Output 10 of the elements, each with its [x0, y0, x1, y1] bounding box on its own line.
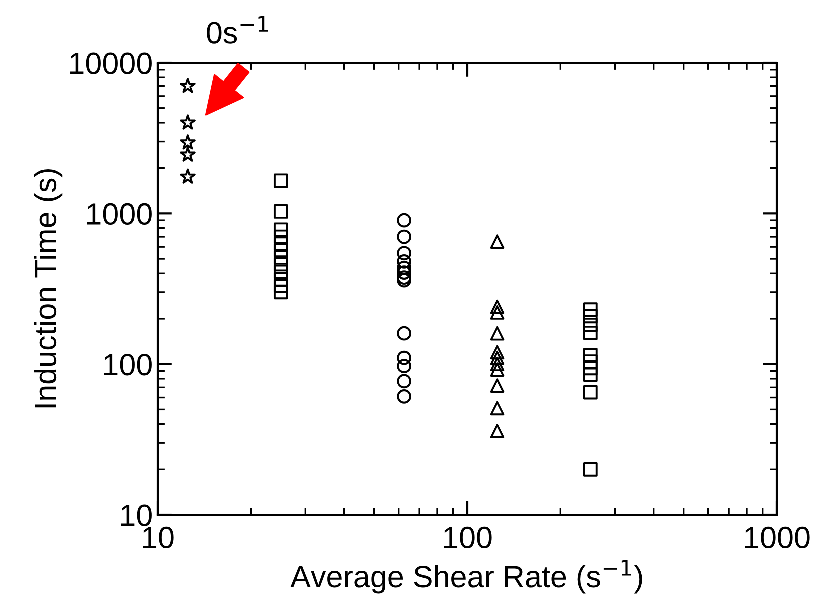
- y-tick-label: 10: [121, 504, 152, 526]
- y-axis-title: Induction Time (s): [34, 169, 63, 408]
- x-tick-label: 1000: [745, 526, 810, 549]
- y-tick-label: 100: [104, 354, 152, 376]
- x-tick-label: 100: [444, 526, 492, 549]
- x-axis-title: Average Shear Rate (s$^{−1}$): [290, 560, 642, 594]
- text: 0s$^{−1}$: [207, 16, 268, 44]
- y-tick-label: 10000: [70, 52, 152, 74]
- y-tick-label: 1000: [88, 203, 152, 226]
- x-tick-label: 10: [143, 526, 174, 549]
